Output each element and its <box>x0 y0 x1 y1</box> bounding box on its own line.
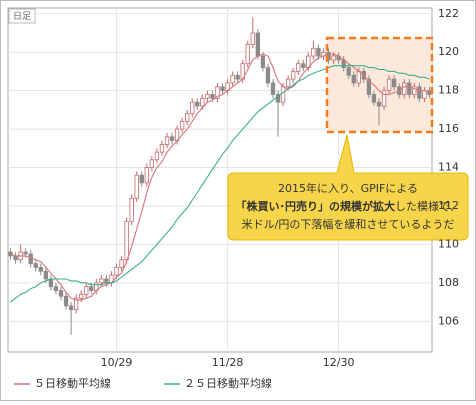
candle-body <box>402 82 407 95</box>
candle-body <box>311 47 316 57</box>
candle-body <box>114 267 119 276</box>
period-box <box>8 8 36 24</box>
legend-label: ２５日移動平均線 <box>184 376 272 390</box>
ma-line <box>10 53 430 301</box>
candle-body <box>73 297 79 311</box>
marks <box>8 17 432 335</box>
y-tick-label: 118 <box>438 84 459 97</box>
candle-body <box>280 86 286 103</box>
candle-body <box>376 101 382 107</box>
candle-body <box>139 174 144 184</box>
candle-body <box>235 74 240 80</box>
candle-body <box>149 159 155 168</box>
candle-body <box>68 305 74 311</box>
candle-body <box>129 197 134 222</box>
candle-body <box>13 255 18 261</box>
candle-body <box>58 290 64 297</box>
candle-body <box>79 293 84 299</box>
candle-body <box>210 94 215 99</box>
candle-body <box>351 74 356 84</box>
y-tick-label: 114 <box>438 161 459 174</box>
candle-body <box>134 174 139 199</box>
candle-body <box>104 278 109 284</box>
candle-body <box>366 78 372 95</box>
y-tick-label: 120 <box>438 45 459 58</box>
x-tick-label: 12/30 <box>323 356 355 369</box>
candle-body <box>407 82 412 95</box>
candle-body <box>179 120 185 130</box>
candle-body <box>417 86 422 99</box>
candle-body <box>270 82 276 95</box>
y-tick-label: 116 <box>438 122 459 135</box>
candle-body <box>200 97 205 107</box>
candle-body <box>23 251 28 255</box>
candle-body <box>285 78 291 88</box>
candle-body <box>185 113 190 122</box>
candle-body <box>215 86 220 99</box>
candle-body <box>220 86 225 92</box>
x-tick-label: 10/29 <box>101 356 133 369</box>
candle-body <box>356 71 361 84</box>
candle-body <box>124 220 129 261</box>
candle-body <box>331 55 336 61</box>
candle-body <box>159 144 165 153</box>
candle-body <box>346 67 351 76</box>
candle-body <box>301 63 306 68</box>
annotation-line: 「株買い･円売り」の規模が拡大した模様で、 <box>235 199 460 213</box>
y-tick-label: 106 <box>438 314 459 327</box>
candle-body <box>230 74 235 84</box>
candle-body <box>164 136 170 145</box>
candle-body <box>391 78 397 88</box>
candle-body <box>265 67 271 84</box>
candle-body <box>422 90 427 99</box>
legend: ５日移動平均線 ２５日移動平均線 <box>14 376 272 390</box>
ma-line <box>10 65 430 303</box>
period-label: 日足 <box>13 11 31 22</box>
candle-body <box>33 263 38 268</box>
candle-body <box>48 278 54 288</box>
candle-body <box>260 55 266 68</box>
annotation-text: した模様で、 <box>395 199 461 213</box>
annotation-line: 米ドル/円の下落幅を緩和させているようだ <box>242 218 455 231</box>
annotation-bold: 「株買い･円売り」の規模が拡大 <box>235 199 395 213</box>
candle-body <box>371 94 377 103</box>
candle-body <box>296 63 301 72</box>
candle-body <box>205 94 210 99</box>
legend-label: ５日移動平均線 <box>34 376 111 390</box>
y-tick-label: 108 <box>438 276 459 289</box>
candle-body <box>169 136 175 142</box>
candle-body <box>119 259 124 268</box>
candle-body <box>291 71 296 80</box>
x-tick-label: 11/28 <box>212 356 244 369</box>
candle-body <box>63 295 69 307</box>
candle-body <box>412 86 417 95</box>
candle-body <box>84 286 89 295</box>
candle-body <box>43 270 49 280</box>
candle-body <box>89 286 94 291</box>
candle-body <box>144 167 149 184</box>
candle-body <box>255 32 261 57</box>
candle-body <box>245 44 250 65</box>
candle-body <box>38 267 43 272</box>
candle-body <box>190 101 195 115</box>
candle-body <box>154 151 160 161</box>
y-tick-label: 112 <box>438 199 459 212</box>
annotation-line: 2015年に入り、GPIFによる <box>278 181 418 195</box>
candle-body <box>386 78 392 92</box>
candle-body <box>53 286 59 291</box>
candle-body <box>381 90 387 107</box>
y-tick-label: 122 <box>438 7 459 20</box>
candle-body <box>250 32 255 45</box>
candle-body <box>99 278 104 284</box>
candle-body <box>316 47 321 57</box>
callout <box>227 134 469 241</box>
candle-body <box>195 101 200 107</box>
y-tick-label: 110 <box>438 237 459 250</box>
